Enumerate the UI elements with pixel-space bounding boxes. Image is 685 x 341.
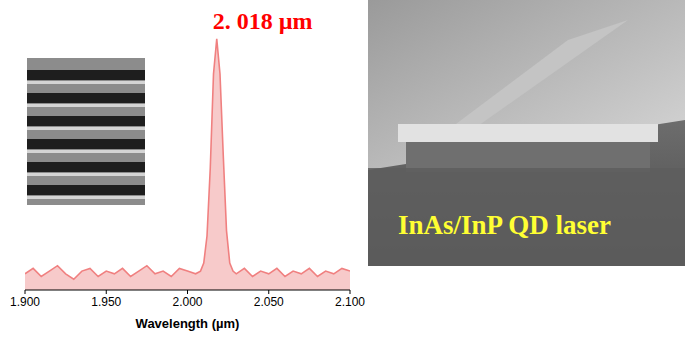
figure: InAs/InP QD laser 1.900 1.950 2.000 2.050 2.1… bbox=[0, 0, 685, 341]
tem-stripe bbox=[27, 93, 145, 103]
peak-annotation: 2. 018 µm bbox=[213, 8, 313, 34]
tem-stripe bbox=[27, 70, 145, 80]
tem-stripe bbox=[27, 162, 145, 172]
x-tick-label: 2.100 bbox=[335, 295, 365, 309]
x-tick bbox=[268, 290, 269, 294]
sem-substrate bbox=[368, 168, 685, 266]
x-tick-label: 2.000 bbox=[172, 295, 202, 309]
plot-area bbox=[25, 39, 350, 290]
x-tick bbox=[25, 290, 26, 294]
x-tick-label: 1.950 bbox=[91, 295, 121, 309]
sem-mesa bbox=[406, 142, 650, 172]
image-label: InAs/InP QD laser bbox=[398, 210, 611, 240]
x-tick bbox=[350, 290, 351, 294]
x-tick-label: 1.900 bbox=[10, 295, 40, 309]
tem-dot-layer bbox=[27, 196, 145, 199]
tem-stripe bbox=[27, 116, 145, 126]
tem-background bbox=[27, 58, 145, 205]
sem-image: InAs/InP QD laser bbox=[368, 0, 685, 266]
tem-dot-layer bbox=[27, 150, 145, 153]
tem-dot-layer bbox=[27, 173, 145, 176]
tem-stripe bbox=[27, 139, 145, 149]
tem-inset bbox=[27, 58, 145, 205]
x-tick-label: 2.050 bbox=[254, 295, 284, 309]
tem-dot-layer bbox=[27, 127, 145, 130]
tem-stripe bbox=[27, 185, 145, 195]
x-tick bbox=[106, 290, 107, 294]
sem-background bbox=[368, 0, 685, 266]
x-tick bbox=[187, 290, 188, 294]
sem-mesa-top bbox=[398, 124, 658, 142]
spectrum-line bbox=[25, 39, 350, 279]
x-axis-title: Wavelength (µm) bbox=[136, 316, 240, 331]
tem-dot-layer bbox=[27, 104, 145, 107]
tem-dot-layer bbox=[27, 81, 145, 84]
spectrum-area bbox=[25, 39, 350, 290]
